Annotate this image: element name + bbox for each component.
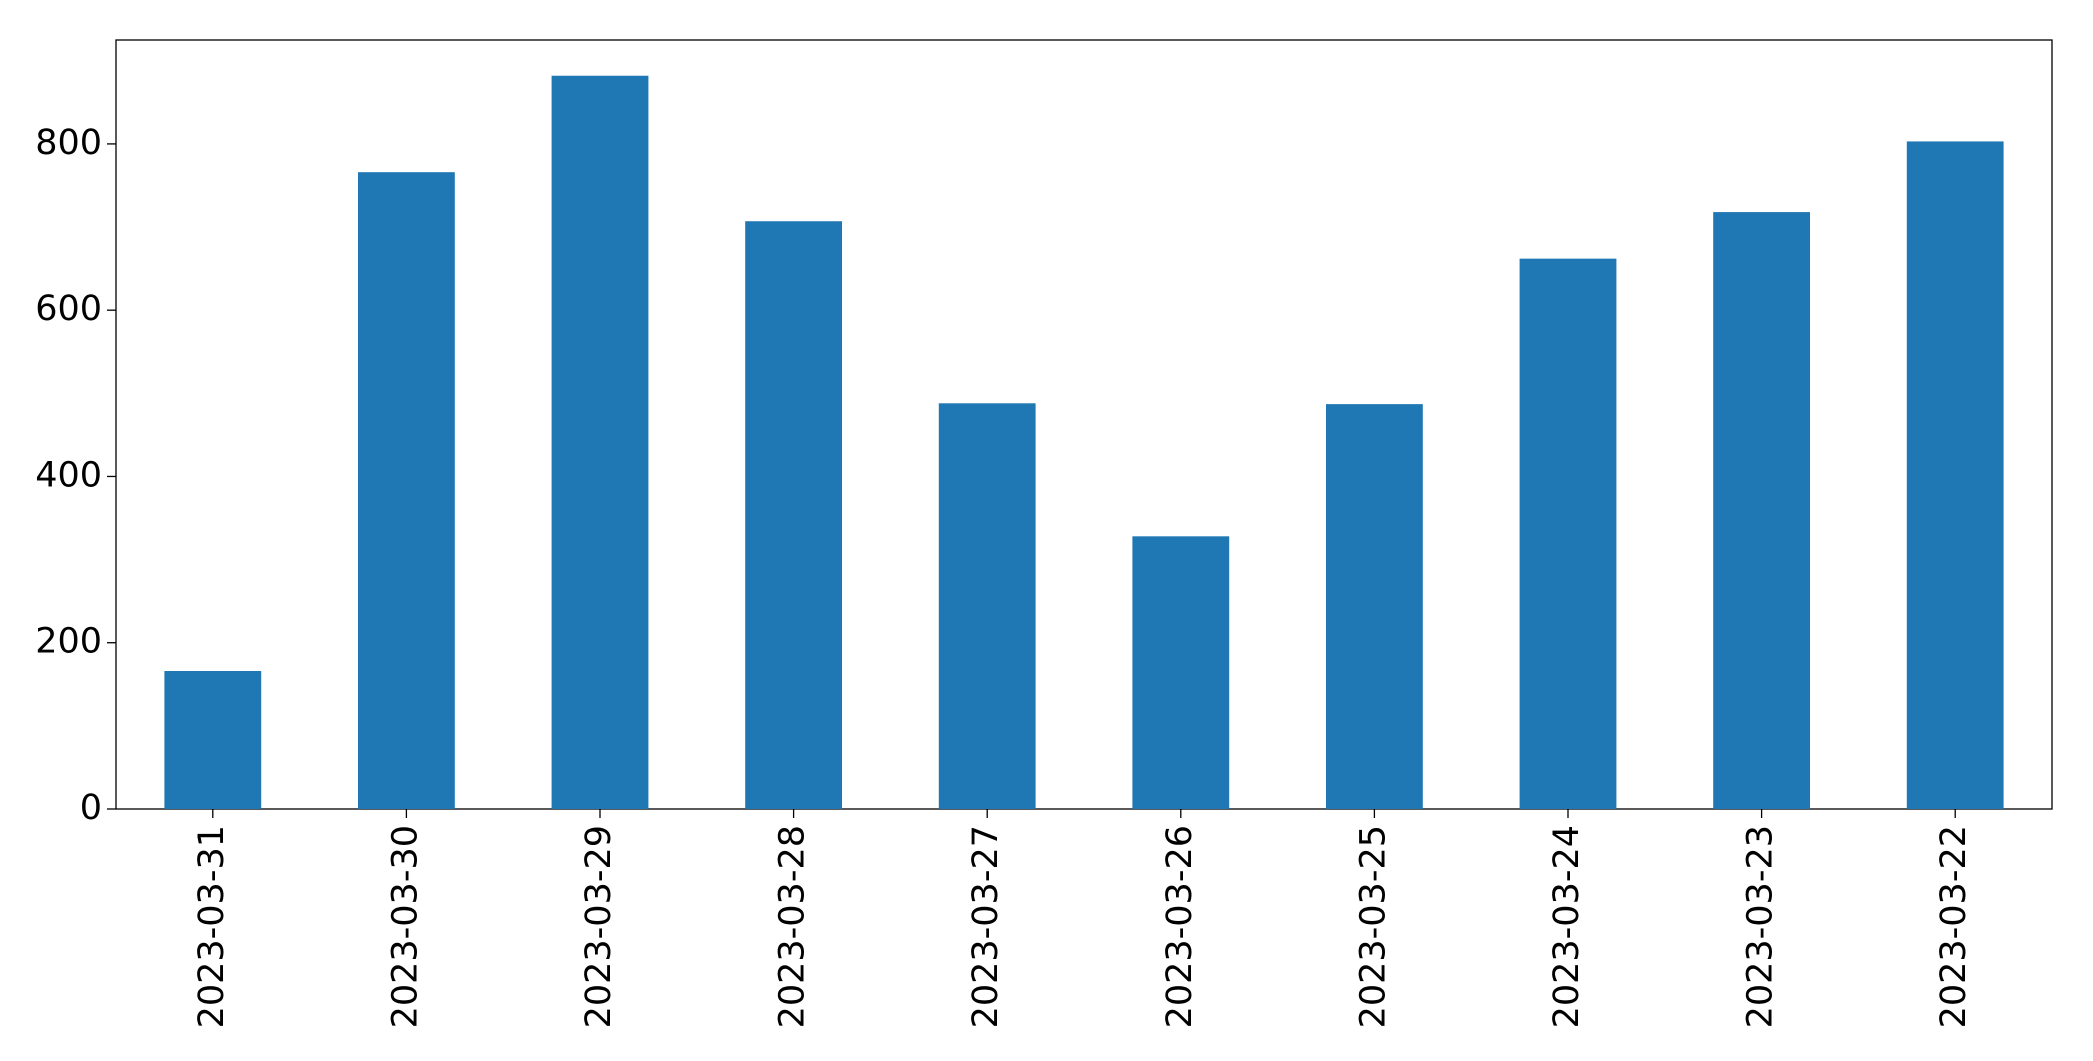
y-tick-label: 200: [35, 622, 102, 662]
x-tick-label: 2023-03-28: [773, 825, 813, 1028]
x-tick-label: 2023-03-23: [1741, 825, 1781, 1028]
bar: [358, 172, 455, 809]
bar: [938, 403, 1036, 809]
x-tick-label: 2023-03-25: [1353, 825, 1393, 1028]
y-tick-label: 400: [35, 455, 102, 495]
bar: [551, 75, 649, 809]
bar: [1132, 536, 1230, 809]
x-tick-label: 2023-03-30: [385, 825, 425, 1028]
y-tick-label: 800: [35, 123, 102, 163]
x-tick-label: 2023-03-22: [1934, 825, 1974, 1028]
axes-frame: [115, 39, 2053, 810]
bar: [1906, 141, 2004, 809]
x-tick-label: 2023-03-29: [579, 825, 619, 1028]
x-tick-label: 2023-03-27: [966, 825, 1006, 1028]
x-tick-label: 2023-03-24: [1547, 825, 1587, 1028]
bar: [164, 670, 262, 809]
x-tick-label: 2023-03-26: [1160, 825, 1200, 1028]
y-tick-label: 600: [35, 289, 102, 329]
x-tick-label: 2023-03-31: [192, 825, 232, 1028]
bar: [745, 221, 842, 809]
bar: [1326, 404, 1423, 809]
bar: [1519, 258, 1617, 810]
y-tick-label: 0: [80, 788, 102, 828]
bar: [1713, 212, 1810, 810]
